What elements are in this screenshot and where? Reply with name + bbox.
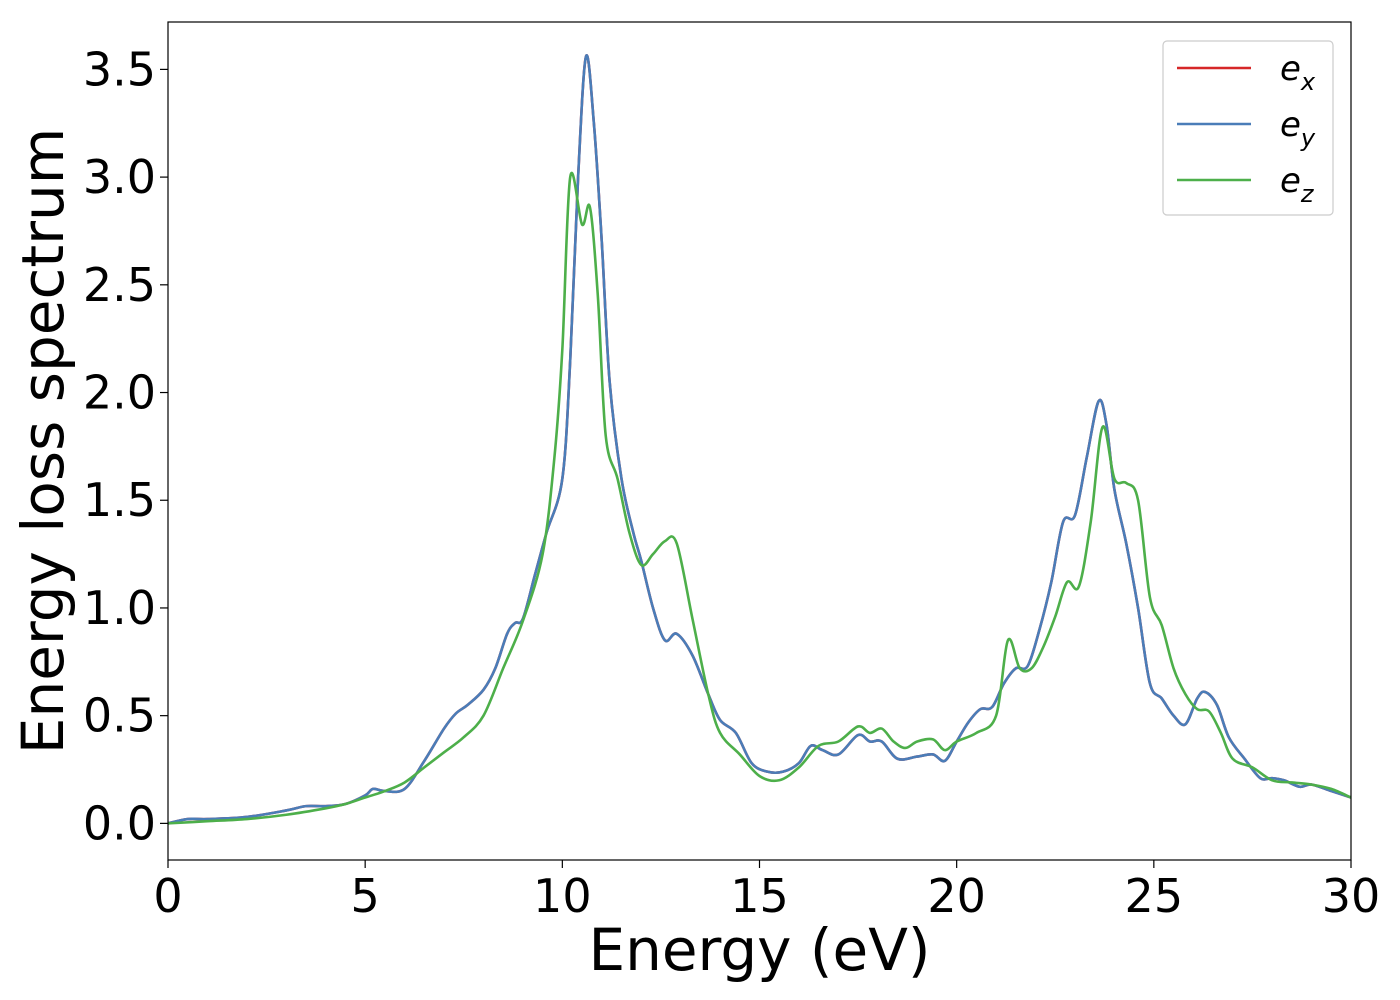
y-axis-title: Energy loss spectrum: [9, 128, 77, 754]
legend-label-base: e: [1280, 161, 1301, 201]
y-tick-label: 3.5: [83, 42, 156, 96]
x-tick-label: 10: [533, 869, 592, 923]
legend-label-z: ez: [1280, 161, 1315, 208]
x-tick-label: 25: [1125, 869, 1184, 923]
x-tick-label: 5: [351, 869, 380, 923]
x-tick-label: 15: [730, 869, 789, 923]
series-line-z: [168, 171, 1351, 825]
legend-label-y: ey: [1280, 105, 1316, 152]
y-tick-label: 2.5: [83, 258, 156, 312]
y-tick-label: 1.0: [83, 581, 156, 635]
y-tick-label: 3.0: [83, 150, 156, 204]
legend-label-base: e: [1280, 49, 1301, 89]
y-axis: 0.0 0.5 1.0 1.5 2.0 2.5 3.0 3.5: [83, 42, 168, 850]
x-tick-label: 20: [927, 869, 986, 923]
x-axis-title: Energy (eV): [588, 916, 930, 984]
y-tick-label: 0.5: [83, 689, 156, 743]
x-axis: 0 5 10 15 20 25 30: [153, 860, 1380, 923]
x-tick-label: 0: [153, 869, 182, 923]
y-tick-label: 0.0: [83, 796, 156, 850]
legend-label-base: e: [1280, 105, 1301, 145]
legend-label-subscript: z: [1300, 180, 1315, 208]
y-tick-label: 2.0: [83, 366, 156, 420]
legend-label-subscript: y: [1300, 124, 1316, 152]
x-tick-label: 30: [1322, 869, 1381, 923]
legend-label-x: ex: [1280, 49, 1316, 96]
y-tick-label: 1.5: [83, 473, 156, 527]
legend-label-subscript: x: [1300, 68, 1316, 96]
legend-frame: [1162, 40, 1334, 216]
series-layer: [168, 54, 1351, 825]
series-line-y: [168, 54, 1351, 825]
